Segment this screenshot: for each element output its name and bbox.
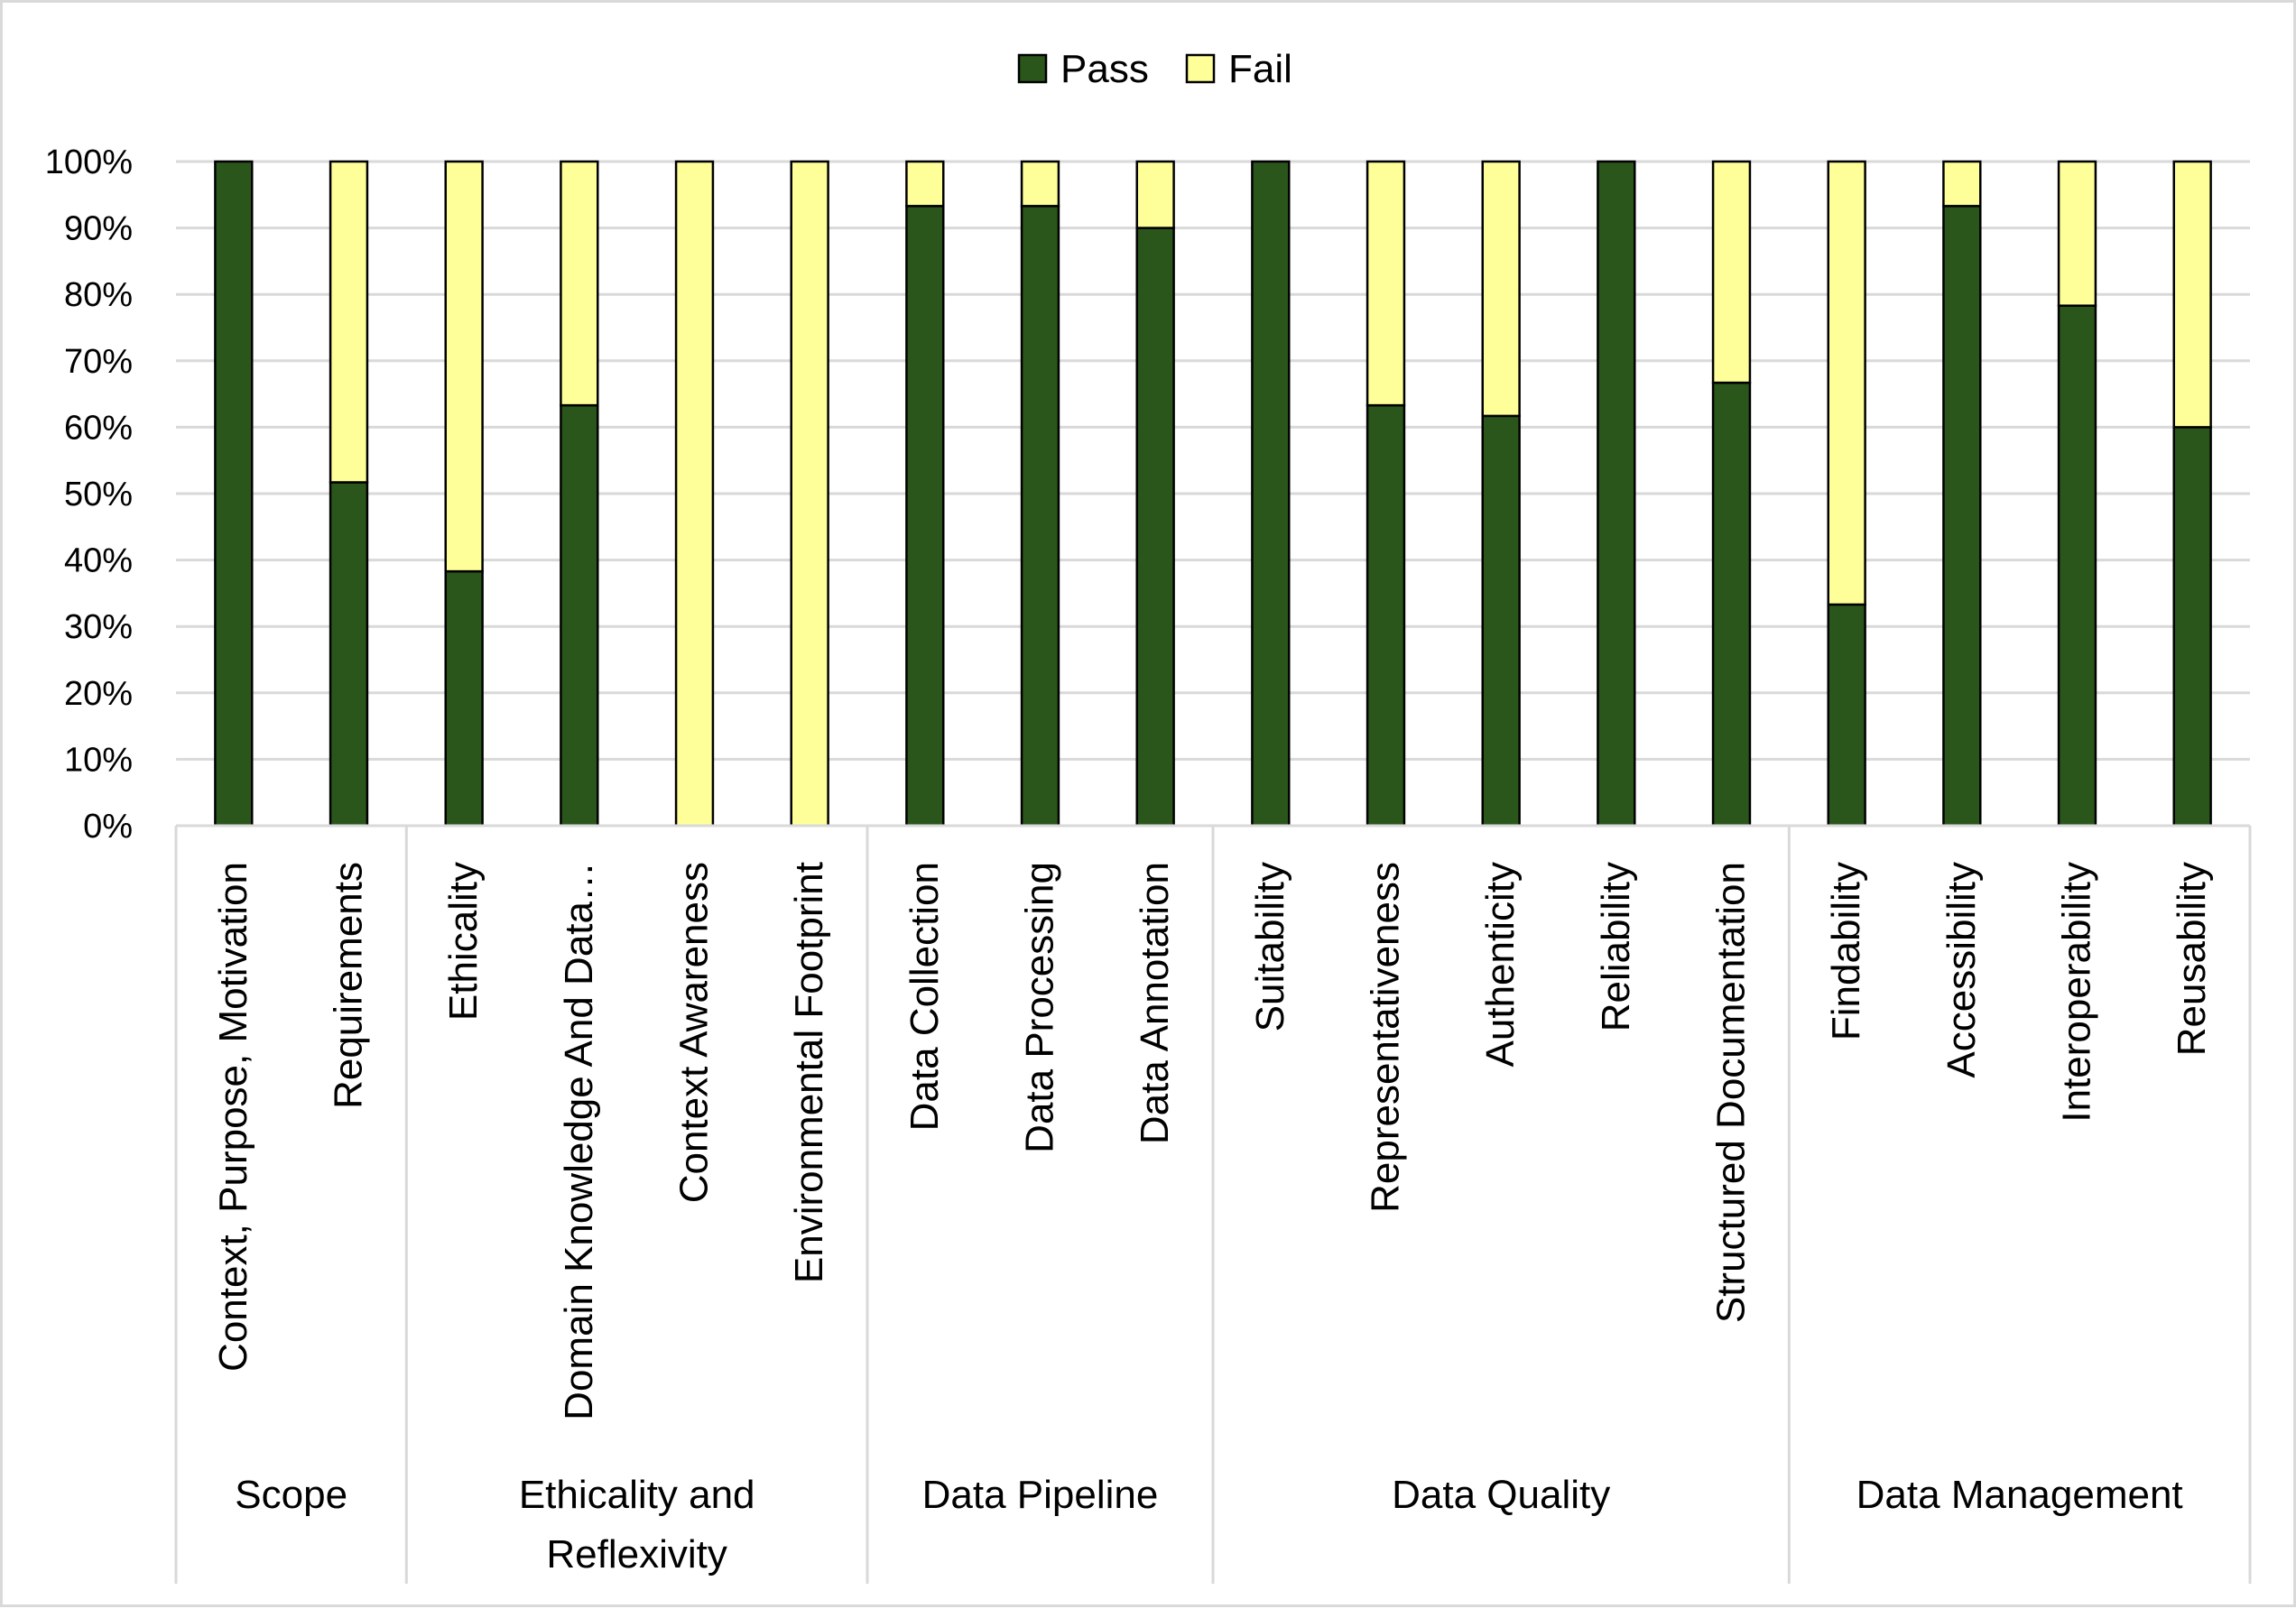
y-tick-label: 10% <box>64 741 133 779</box>
bar-pass-ethicality <box>444 569 484 828</box>
stacked-bar-chart: Pass Fail 0% 10% 20% 30% 40% 50% 60% 70% 80% 90% 10… <box>45 47 2252 1584</box>
y-tick-label: 100% <box>45 143 133 181</box>
x-category-label: Representativeness <box>1364 862 1408 1213</box>
y-tick-label: 70% <box>64 343 133 381</box>
gridlines <box>176 160 2250 828</box>
x-category-label: Requirements <box>327 862 371 1109</box>
legend: Pass Fail <box>1017 47 1292 91</box>
bar-pass-domain-knowledge-and-data <box>560 403 599 828</box>
y-tick-label: 90% <box>64 210 133 248</box>
bar-pass-suitability <box>1251 160 1291 828</box>
x-category-label: Accessibility <box>1940 862 1984 1078</box>
x-category-label: Domain Knowledge And Data… <box>557 862 601 1420</box>
x-category-label: Authenticity <box>1478 862 1523 1067</box>
bar-fail-interoperability <box>2057 160 2097 307</box>
x-category-label: Interoperability <box>2055 862 2099 1123</box>
bar-fail-representativeness <box>1366 160 1406 407</box>
x-category-label: Reusability <box>2170 862 2214 1056</box>
bar-fail-authenticity <box>1481 160 1521 418</box>
bar-fail-ethicality <box>444 160 484 573</box>
bar-pass-accessibility <box>1942 205 1982 828</box>
group-label: Data Management <box>1856 1473 2183 1517</box>
bar-fail-reusability <box>2172 160 2212 429</box>
bar-pass-interoperability <box>2057 304 2097 828</box>
bar-pass-structured-documentation <box>1711 381 1752 828</box>
x-category-label: Data Annotation <box>1133 862 1177 1144</box>
x-category-label: Data Collection <box>903 862 947 1131</box>
bar-fail-environmental-footprint <box>790 160 829 828</box>
bar-fail-data-collection <box>905 160 945 208</box>
x-category-label: Suitability <box>1248 862 1292 1031</box>
bar-fail-domain-knowledge-and-data <box>560 160 599 407</box>
bars <box>214 160 2212 828</box>
group-label: Data Quality <box>1392 1473 1610 1517</box>
x-category-label: Structured Documentation <box>1709 862 1754 1323</box>
x-category-label: Reliability <box>1594 862 1638 1031</box>
bar-pass-findability <box>1827 603 1866 828</box>
bar-pass-data-processing <box>1020 205 1060 828</box>
y-tick-label: 30% <box>64 608 133 646</box>
group-label: Reflexivity <box>546 1532 727 1577</box>
bar-fail-data-processing <box>1020 160 1060 208</box>
bar-fail-findability <box>1827 160 1866 606</box>
bar-fail-accessibility <box>1942 160 1982 208</box>
bar-fail-requirements <box>329 160 369 484</box>
bar-pass-reliability <box>1597 160 1636 828</box>
y-tick-label: 0% <box>83 808 133 846</box>
legend-swatch-fail <box>1185 53 1216 84</box>
y-axis: 0% 10% 20% 30% 40% 50% 60% 70% 80% 90% 100% <box>45 143 133 846</box>
y-tick-label: 40% <box>64 542 133 580</box>
x-category-label: Context, Purpose, Motivation <box>211 862 255 1372</box>
y-tick-label: 20% <box>64 675 133 713</box>
y-tick-label: 60% <box>64 409 133 447</box>
x-category-label: Findability <box>1824 862 1868 1040</box>
group-label: Data Pipeline <box>922 1473 1159 1517</box>
x-axis: Context, Purpose, Motivation Requirements… <box>174 824 2252 1584</box>
legend-label-pass: Pass <box>1060 47 1149 91</box>
x-category-label: Ethicality <box>441 862 486 1021</box>
bar-pass-authenticity <box>1481 414 1521 828</box>
group-label: Ethicality and <box>519 1473 755 1517</box>
bar-pass-requirements <box>329 481 369 828</box>
legend-swatch-pass <box>1017 53 1048 84</box>
x-category-label: Environmental Footprint <box>787 862 831 1283</box>
bar-pass-context-purpose-motivation <box>214 160 254 828</box>
bar-pass-data-annotation <box>1135 227 1175 828</box>
x-category-label: Data Processing <box>1018 862 1062 1153</box>
bar-fail-data-annotation <box>1135 160 1175 229</box>
x-category-label: Context Awareness <box>672 862 717 1203</box>
y-tick-label: 80% <box>64 276 133 314</box>
group-label: Scope <box>235 1473 347 1517</box>
bar-pass-representativeness <box>1366 403 1406 828</box>
bar-fail-context-awareness <box>674 160 715 828</box>
bar-fail-structured-documentation <box>1711 160 1752 384</box>
bar-pass-reusability <box>2172 426 2212 828</box>
legend-label-fail: Fail <box>1228 47 1292 91</box>
y-tick-label: 50% <box>64 476 133 513</box>
bar-pass-data-collection <box>905 205 945 828</box>
